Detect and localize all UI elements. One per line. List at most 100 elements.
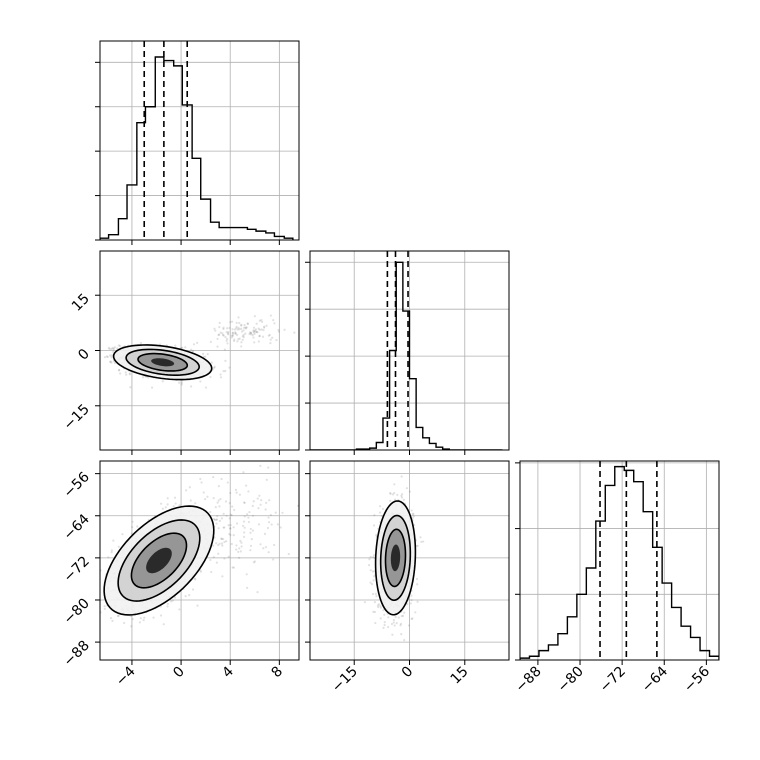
- sample-point: [180, 381, 184, 384]
- sample-point: [255, 330, 258, 334]
- sample-point: [178, 381, 181, 384]
- sample-point: [259, 503, 262, 506]
- sample-point: [409, 602, 412, 605]
- sample-point: [196, 341, 199, 344]
- sample-point: [240, 324, 243, 327]
- sample-point: [222, 537, 225, 541]
- sample-point: [166, 503, 169, 506]
- sample-point: [258, 334, 261, 337]
- sample-point: [218, 519, 222, 522]
- sample-point: [229, 533, 232, 537]
- sample-point: [236, 333, 239, 336]
- sample-point: [235, 522, 239, 525]
- sample-point: [247, 520, 251, 524]
- sample-point: [178, 504, 181, 507]
- sample-point: [244, 327, 248, 330]
- sample-point: [252, 330, 255, 333]
- sample-point: [173, 596, 177, 599]
- sample-point: [213, 365, 216, 368]
- x-tick-label: −56: [681, 663, 713, 695]
- sample-point: [373, 601, 376, 604]
- sample-point: [253, 560, 256, 563]
- sample-point: [261, 335, 265, 338]
- sample-point: [269, 314, 272, 317]
- sample-point: [245, 326, 248, 329]
- sample-point: [217, 544, 220, 547]
- sample-point: [243, 501, 246, 504]
- sample-point: [251, 529, 255, 532]
- sample-point: [399, 622, 403, 625]
- sample-point: [196, 604, 199, 607]
- sample-point: [375, 533, 378, 537]
- sample-point: [220, 517, 223, 520]
- sample-point: [220, 542, 224, 545]
- sample-point: [374, 621, 377, 625]
- sample-point: [267, 466, 270, 469]
- sample-point: [256, 591, 259, 594]
- sample-point: [374, 592, 377, 595]
- sample-point: [373, 575, 376, 578]
- sample-point: [263, 532, 267, 535]
- sample-point: [216, 337, 219, 341]
- sample-point: [239, 539, 242, 543]
- sample-point: [227, 330, 230, 334]
- sample-point: [210, 361, 213, 364]
- y-tick-label: −80: [61, 595, 93, 627]
- sample-point: [249, 544, 253, 547]
- sample-point: [395, 622, 398, 625]
- sample-point: [117, 369, 121, 372]
- sample-point: [250, 333, 253, 336]
- sample-point: [113, 346, 117, 349]
- sample-point: [249, 531, 252, 534]
- sample-point: [206, 495, 209, 498]
- y-tick-label: −15: [61, 401, 93, 433]
- sample-point: [262, 547, 265, 550]
- sample-point: [246, 322, 249, 325]
- sample-point: [252, 561, 255, 564]
- sample-point: [218, 321, 221, 324]
- sample-point: [248, 333, 251, 336]
- sample-point: [383, 613, 386, 616]
- sample-point: [224, 369, 227, 373]
- sample-point: [123, 621, 126, 625]
- sample-point: [372, 524, 376, 527]
- sample-point: [221, 575, 224, 578]
- sample-point: [130, 625, 133, 628]
- sample-point: [235, 491, 238, 494]
- sample-point: [118, 368, 121, 372]
- sample-point: [377, 606, 380, 609]
- sample-point: [231, 332, 234, 335]
- sample-point: [408, 490, 411, 493]
- sample-point: [250, 331, 253, 334]
- sample-point: [139, 341, 143, 345]
- sample-point: [255, 322, 258, 325]
- sample-point: [265, 501, 268, 505]
- sample-point: [141, 376, 145, 379]
- sample-point: [416, 600, 419, 603]
- sample-point: [400, 496, 404, 499]
- sample-point: [212, 366, 216, 370]
- sample-point: [394, 615, 397, 619]
- sample-point: [226, 342, 229, 345]
- sample-point: [255, 330, 258, 333]
- sample-point: [401, 614, 405, 617]
- sample-point: [136, 525, 139, 528]
- sample-point: [185, 489, 188, 492]
- sample-point: [218, 542, 221, 545]
- sample-point: [230, 336, 233, 339]
- sample-point: [238, 328, 241, 331]
- sample-point: [189, 499, 192, 502]
- sample-point: [250, 538, 253, 541]
- sample-point: [103, 605, 106, 608]
- sample-point: [259, 464, 262, 468]
- sample-point: [227, 524, 230, 527]
- sample-point: [369, 555, 372, 559]
- sample-point: [254, 328, 257, 331]
- sample-point: [397, 616, 400, 619]
- sample-point: [222, 526, 225, 529]
- sample-point: [238, 337, 241, 340]
- sample-point: [217, 499, 220, 502]
- sample-point: [392, 621, 395, 624]
- scatter-panel: [100, 461, 299, 628]
